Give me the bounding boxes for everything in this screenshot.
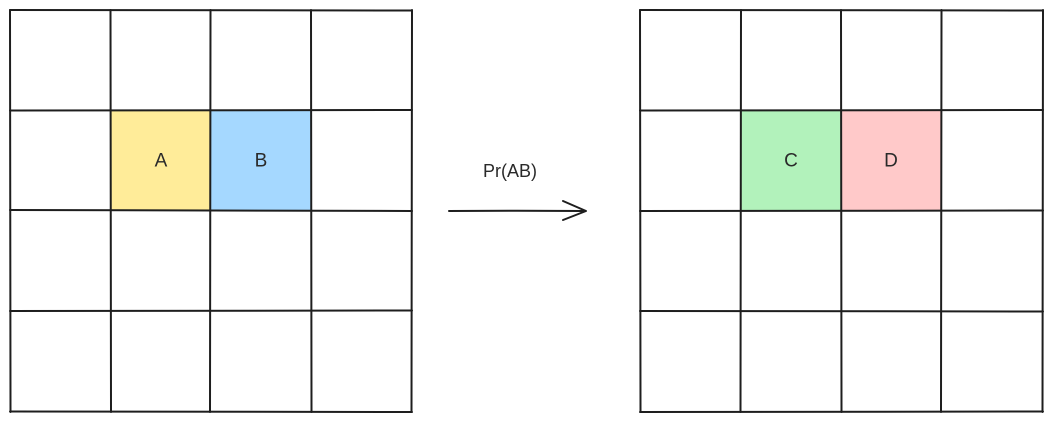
- transition-arrow: Pr(AB): [448, 161, 587, 221]
- cell-highlight-c: [741, 111, 841, 211]
- cell-highlight-a: [111, 111, 211, 211]
- left-grid-lines: [9, 9, 413, 413]
- cell-label-c: C: [784, 151, 798, 172]
- cell-highlight-b: [211, 111, 311, 211]
- arrow-label: Pr(AB): [483, 161, 537, 181]
- left-grid: A B: [9, 9, 413, 413]
- cell-label-b: B: [255, 151, 268, 172]
- cell-label-a: A: [155, 151, 168, 172]
- right-grid: C D: [639, 9, 1044, 413]
- arrow-head: [562, 200, 587, 221]
- cell-highlight-d: [841, 111, 941, 211]
- right-grid-lines: [639, 9, 1044, 413]
- cell-label-d: D: [884, 151, 898, 172]
